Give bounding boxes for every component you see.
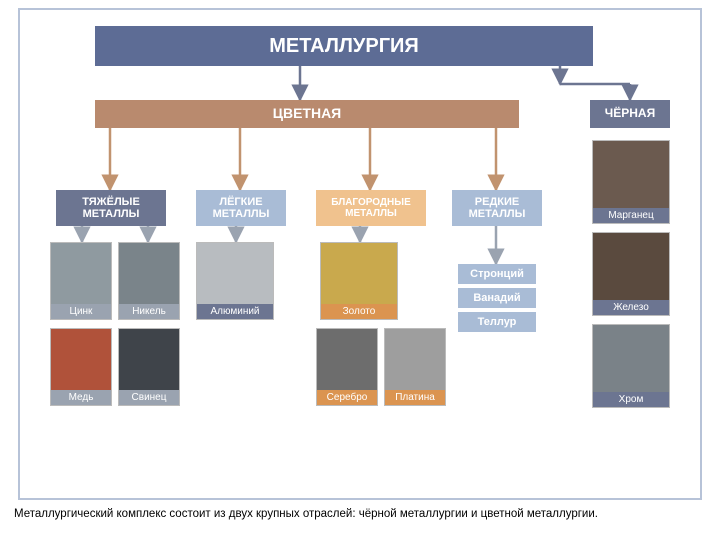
rare-item-2-label: Теллур: [478, 316, 517, 328]
node-noble-label: БЛАГОРОДНЫЕ МЕТАЛЛЫ: [320, 197, 422, 219]
thumb-silver-cap: Серебро: [317, 390, 377, 405]
thumb-chrome-cap: Хром: [593, 392, 669, 407]
node-root: МЕТАЛЛУРГИЯ: [95, 26, 593, 66]
rare-item-0: Стронций: [458, 264, 536, 284]
page-caption: Металлургический комплекс состоит из дву…: [14, 508, 598, 520]
node-rare: РЕДКИЕ МЕТАЛЛЫ: [452, 190, 542, 226]
thumb-gold: Золото: [320, 242, 398, 320]
thumb-silver-img: [317, 329, 377, 390]
thumb-alumin: Алюминий: [196, 242, 274, 320]
node-light: ЛЁГКИЕ МЕТАЛЛЫ: [196, 190, 286, 226]
thumb-mangan-img: [593, 141, 669, 208]
node-heavy: ТЯЖЁЛЫЕ МЕТАЛЛЫ: [56, 190, 166, 226]
node-root-label: МЕТАЛЛУРГИЯ: [269, 35, 419, 57]
node-ferrous-label: ЧЁРНАЯ: [605, 107, 655, 120]
thumb-alumin-cap: Алюминий: [197, 304, 273, 319]
rare-item-0-label: Стронций: [470, 268, 524, 280]
thumb-nickel-cap: Никель: [119, 304, 179, 319]
thumb-chrome: Хром: [592, 324, 670, 408]
thumb-mangan-cap: Марганец: [593, 208, 669, 223]
thumb-platina-cap: Платина: [385, 390, 445, 405]
node-noble: БЛАГОРОДНЫЕ МЕТАЛЛЫ: [316, 190, 426, 226]
thumb-zinc-img: [51, 243, 111, 304]
diagram-frame: МЕТАЛЛУРГИЯ ЦВЕТНАЯ ЧЁРНАЯ ТЯЖЁЛЫЕ МЕТАЛ…: [18, 8, 702, 500]
thumb-platina-img: [385, 329, 445, 390]
thumb-nickel-img: [119, 243, 179, 304]
thumb-lead-img: [119, 329, 179, 390]
thumb-copper-cap: Медь: [51, 390, 111, 405]
thumb-zinc: Цинк: [50, 242, 112, 320]
rare-item-1-label: Ванадий: [473, 292, 520, 304]
thumb-silver: Серебро: [316, 328, 378, 406]
thumb-lead: Свинец: [118, 328, 180, 406]
node-heavy-label: ТЯЖЁЛЫЕ МЕТАЛЛЫ: [60, 196, 162, 220]
rare-item-1: Ванадий: [458, 288, 536, 308]
thumb-copper: Медь: [50, 328, 112, 406]
thumb-iron-img: [593, 233, 669, 300]
rare-item-2: Теллур: [458, 312, 536, 332]
thumb-copper-img: [51, 329, 111, 390]
node-non-ferrous-label: ЦВЕТНАЯ: [273, 106, 342, 121]
thumb-zinc-cap: Цинк: [51, 304, 111, 319]
node-non-ferrous: ЦВЕТНАЯ: [95, 100, 519, 128]
thumb-gold-cap: Золото: [321, 304, 397, 319]
thumb-mangan: Марганец: [592, 140, 670, 224]
thumb-lead-cap: Свинец: [119, 390, 179, 405]
thumb-alumin-img: [197, 243, 273, 304]
thumb-nickel: Никель: [118, 242, 180, 320]
node-light-label: ЛЁГКИЕ МЕТАЛЛЫ: [200, 196, 282, 220]
thumb-chrome-img: [593, 325, 669, 392]
thumb-iron-cap: Железо: [593, 300, 669, 315]
thumb-gold-img: [321, 243, 397, 304]
node-ferrous: ЧЁРНАЯ: [590, 100, 670, 128]
thumb-platina: Платина: [384, 328, 446, 406]
node-rare-label: РЕДКИЕ МЕТАЛЛЫ: [456, 196, 538, 220]
thumb-iron: Железо: [592, 232, 670, 316]
